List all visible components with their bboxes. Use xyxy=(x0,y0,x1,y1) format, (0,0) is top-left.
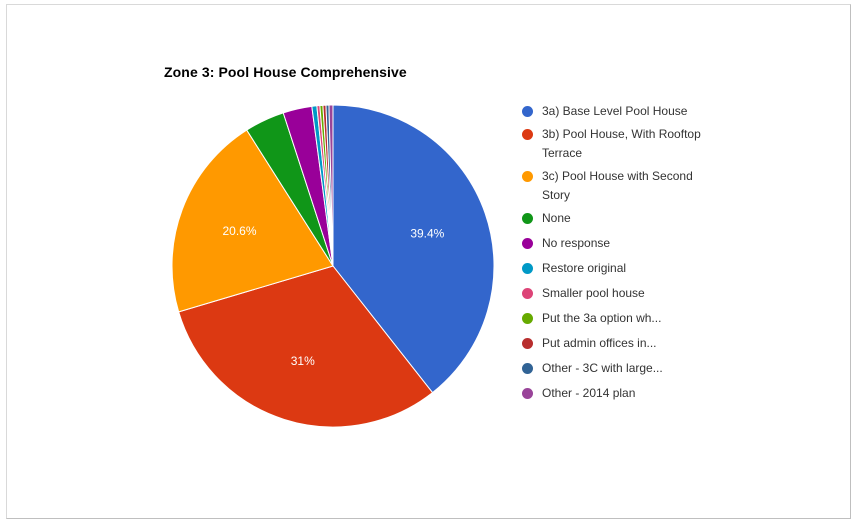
pie-slices xyxy=(171,104,495,428)
chart-legend: 3a) Base Level Pool House 3b) Pool House,… xyxy=(520,102,720,403)
legend-item[interactable]: Other - 3C with large... xyxy=(520,359,720,378)
legend-swatch xyxy=(522,363,533,374)
legend-label: Other - 3C with large... xyxy=(542,361,663,375)
legend-item[interactable]: Smaller pool house xyxy=(520,284,720,303)
legend-item[interactable]: 3c) Pool House with Second Story xyxy=(520,167,720,205)
legend-swatch xyxy=(522,338,533,349)
chart-title: Zone 3: Pool House Comprehensive xyxy=(164,64,407,80)
legend-swatch xyxy=(522,263,533,274)
legend-swatch xyxy=(522,106,533,117)
legend-label: Put the 3a option wh... xyxy=(542,311,662,325)
legend-label: Smaller pool house xyxy=(542,286,645,300)
legend-item[interactable]: 3a) Base Level Pool House xyxy=(520,102,720,121)
legend-item[interactable]: Restore original xyxy=(520,259,720,278)
legend-label: None xyxy=(542,211,571,225)
pie-slice[interactable] xyxy=(328,104,334,267)
pie-slice-label: 39.4% xyxy=(410,226,444,240)
legend-label: 3b) Pool House, With Rooftop Terrace xyxy=(542,127,701,160)
legend-swatch xyxy=(522,171,533,182)
legend-swatch xyxy=(522,129,533,140)
legend-label: Restore original xyxy=(542,261,627,275)
legend-item[interactable]: Put the 3a option wh... xyxy=(520,309,720,328)
legend-swatch xyxy=(522,238,533,249)
legend-swatch xyxy=(522,213,533,224)
legend-label: Put admin offices in... xyxy=(542,336,657,350)
legend-swatch xyxy=(522,388,533,399)
legend-label: 3a) Base Level Pool House xyxy=(542,104,688,118)
pie-slice-labels: 39.4% 31% 20.6% xyxy=(222,224,444,368)
pie-slice[interactable] xyxy=(178,265,434,428)
legend-label: 3c) Pool House with Second Story xyxy=(542,169,693,202)
legend-item[interactable]: None xyxy=(520,209,720,228)
pie-slice-label: 20.6% xyxy=(222,224,256,238)
legend-item[interactable]: 3b) Pool House, With Rooftop Terrace xyxy=(520,125,720,163)
pie-slice[interactable] xyxy=(171,129,334,313)
legend-swatch xyxy=(522,313,533,324)
legend-item[interactable]: Put admin offices in... xyxy=(520,334,720,353)
pie-slice-label: 31% xyxy=(291,354,315,368)
legend-label: Other - 2014 plan xyxy=(542,386,636,400)
legend-item[interactable]: Other - 2014 plan xyxy=(520,384,720,403)
legend-swatch xyxy=(522,288,533,299)
legend-item[interactable]: No response xyxy=(520,234,720,253)
legend-label: No response xyxy=(542,236,611,250)
pie-slice[interactable] xyxy=(332,104,495,394)
